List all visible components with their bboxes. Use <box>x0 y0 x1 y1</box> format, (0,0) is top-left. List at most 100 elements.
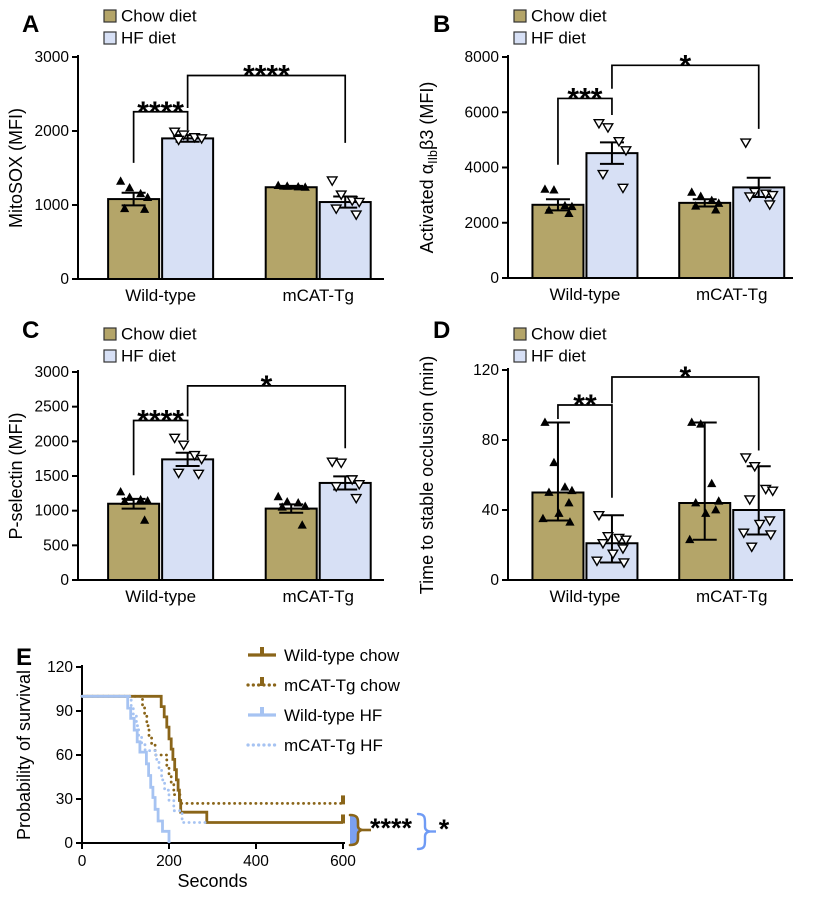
legend-swatch-hf-icon <box>513 349 527 363</box>
hf-data-point <box>764 530 777 541</box>
hf-data-point <box>346 475 359 486</box>
hf-data-point <box>601 123 614 134</box>
significance-stars: **** <box>370 813 413 843</box>
significance-stars: **** <box>137 405 184 438</box>
y-tick-label: 2000 <box>35 123 70 140</box>
chow-data-point <box>685 534 695 544</box>
legend-label: HF diet <box>121 29 176 48</box>
chow-data-point <box>136 188 146 198</box>
bar-mcat-tg-hf <box>318 481 372 581</box>
significance-bracket <box>132 419 189 476</box>
significance-bracket <box>611 376 760 451</box>
hf-data-point <box>590 556 603 567</box>
curve-wild-type-hf <box>82 694 171 843</box>
legend-swatch-hf-icon <box>103 31 117 45</box>
panel-label: C <box>22 317 39 344</box>
hf-data-point <box>619 535 632 546</box>
hf-data-point <box>177 130 190 141</box>
significance-stars: * <box>439 814 450 844</box>
legend-label: Chow diet <box>531 7 607 26</box>
comparison-brace-fill <box>350 815 363 845</box>
legend-swatch-chow-icon <box>103 327 117 341</box>
chow-data-point <box>540 184 550 193</box>
hf-data-point <box>743 192 756 203</box>
bar-wild-type-hf <box>161 137 215 280</box>
chow-data-point <box>540 417 550 426</box>
y-tick-label: 2000 <box>465 215 500 232</box>
significance-bracket <box>186 385 347 449</box>
legend-label: Wild-type HF <box>284 706 382 725</box>
significance-stars: * <box>679 49 691 82</box>
x-category-label: Wild-type <box>550 587 621 606</box>
hf-data-point <box>763 516 776 527</box>
y-tick-label: 120 <box>47 659 73 676</box>
panel-a-chart: 0 1000 2000 3000 **** **** Wild-type mCAT-Tg Cho… <box>6 7 384 305</box>
significance-stars: ** <box>573 389 597 422</box>
hf-data-point <box>748 461 761 473</box>
chow-data-point <box>554 508 564 517</box>
curve-mcat-tg-hf <box>80 694 209 824</box>
y-tick-label: 0 <box>60 572 69 589</box>
y-tick-label: 40 <box>482 502 500 519</box>
hf-data-point <box>335 458 348 469</box>
y-tick-label: 8000 <box>465 49 500 66</box>
x-category-label: Wild-type <box>550 285 621 304</box>
hf-data-point <box>335 190 348 201</box>
bar-wild-type-hf <box>585 152 639 279</box>
y-tick-label: 500 <box>43 537 69 554</box>
y-tick-label: 6000 <box>465 104 500 121</box>
y-tick-label: 80 <box>482 432 500 449</box>
legend-swatch-hf-icon <box>513 31 527 45</box>
chow-data-point <box>544 205 554 214</box>
chow-data-point <box>696 191 706 200</box>
hf-data-point <box>596 169 609 181</box>
x-category-label: mCAT-Tg <box>696 587 767 606</box>
hf-data-point <box>616 183 629 194</box>
x-category-label: mCAT-Tg <box>282 587 353 606</box>
hf-data-point <box>766 190 779 202</box>
chow-data-point <box>701 508 711 517</box>
hf-data-point <box>745 542 758 553</box>
chow-data-point <box>687 187 697 196</box>
bar-mcat-tg-hf <box>732 186 786 279</box>
y-tick-label: 1500 <box>35 468 70 485</box>
chow-data-point <box>711 205 721 214</box>
y-axis-label: MitoSOX (MFI) <box>6 108 26 228</box>
hf-data-point <box>172 135 185 146</box>
hf-data-point <box>330 204 343 215</box>
chow-data-point <box>273 491 283 501</box>
hf-data-point <box>616 544 629 555</box>
chow-data-point <box>687 417 697 426</box>
hf-data-point <box>172 468 185 479</box>
chow-data-point <box>293 498 303 507</box>
chow-data-point <box>282 497 292 506</box>
chow-data-point <box>549 457 559 467</box>
hf-data-point <box>763 200 776 211</box>
y-axis-label: Activated αIIbβ3 (MFI) <box>417 82 440 254</box>
hf-data-point <box>739 138 752 149</box>
chow-data-point <box>544 487 554 496</box>
hf-data-point <box>192 469 205 480</box>
chow-data-point <box>143 495 153 505</box>
y-tick-label: 0 <box>490 572 499 589</box>
legend-swatch-chow-icon <box>513 9 527 23</box>
hf-data-point <box>353 197 366 209</box>
legend-swatch-hf-icon <box>103 349 117 363</box>
y-tick-label: 2500 <box>35 399 70 416</box>
hf-data-point <box>326 176 339 187</box>
chow-data-point <box>140 515 150 524</box>
legend-label: mCAT-Tg HF <box>284 736 383 755</box>
chow-data-point <box>549 185 559 194</box>
chow-data-point <box>564 498 574 507</box>
bar-mcat-tg-chow <box>264 186 318 281</box>
chow-data-point <box>125 492 135 501</box>
chow-data-point <box>711 505 721 514</box>
hf-data-point <box>326 457 339 468</box>
chow-data-point <box>696 419 706 428</box>
hf-data-point <box>168 433 181 444</box>
legend-label: Chow diet <box>121 325 197 344</box>
chow-data-point <box>116 176 126 185</box>
significance-stars: *** <box>567 82 602 115</box>
